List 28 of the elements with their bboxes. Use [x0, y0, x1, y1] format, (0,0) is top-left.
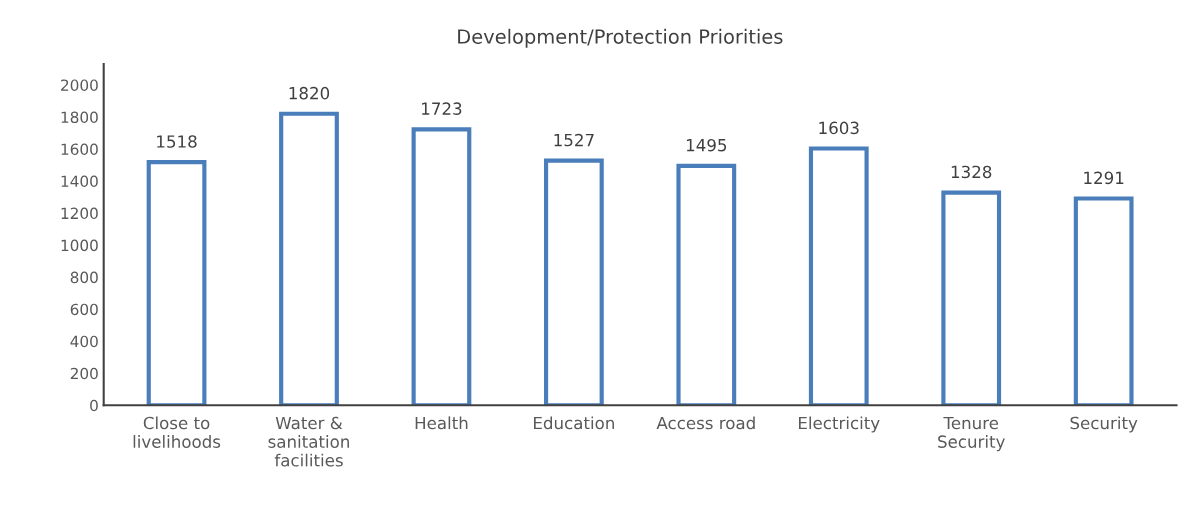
- y-tick-label: 200: [70, 367, 98, 380]
- y-tick-label: 1200: [61, 207, 98, 220]
- y-tick-label: 600: [70, 303, 98, 316]
- x-tick-label: Education: [534, 416, 614, 430]
- data-label: 1518: [157, 135, 197, 148]
- y-tick-label: 800: [70, 271, 98, 284]
- y-tick-label: 1800: [61, 111, 98, 123]
- data-label: 1603: [819, 121, 859, 135]
- data-label: 1495: [686, 138, 727, 152]
- y-tick-label: 1600: [61, 143, 98, 156]
- data-label: 1328: [951, 165, 992, 179]
- data-label: 1820: [289, 86, 330, 100]
- x-tick-label: Electricity: [799, 416, 880, 433]
- x-tick-label: Tenure Security: [938, 416, 1005, 452]
- data-label: 1291: [1084, 171, 1124, 185]
- x-tick-label: Security: [1070, 416, 1138, 433]
- y-tick-label: 1000: [61, 239, 98, 252]
- data-label: 1527: [554, 133, 594, 147]
- y-tick-label: 400: [70, 335, 98, 348]
- y-tick-label: 2000: [61, 79, 98, 91]
- chart-title: Development/Protection Priorities: [458, 28, 783, 48]
- data-label: 1723: [422, 102, 462, 115]
- y-tick-label: 0: [90, 399, 98, 412]
- x-tick-label: Water & sanitation facilities: [268, 416, 349, 467]
- x-tick-label: Access road: [656, 416, 755, 430]
- x-tick-label: Close to livelihoods: [133, 416, 221, 448]
- y-tick-label: 1400: [61, 175, 98, 188]
- x-tick-label: Health: [415, 416, 468, 430]
